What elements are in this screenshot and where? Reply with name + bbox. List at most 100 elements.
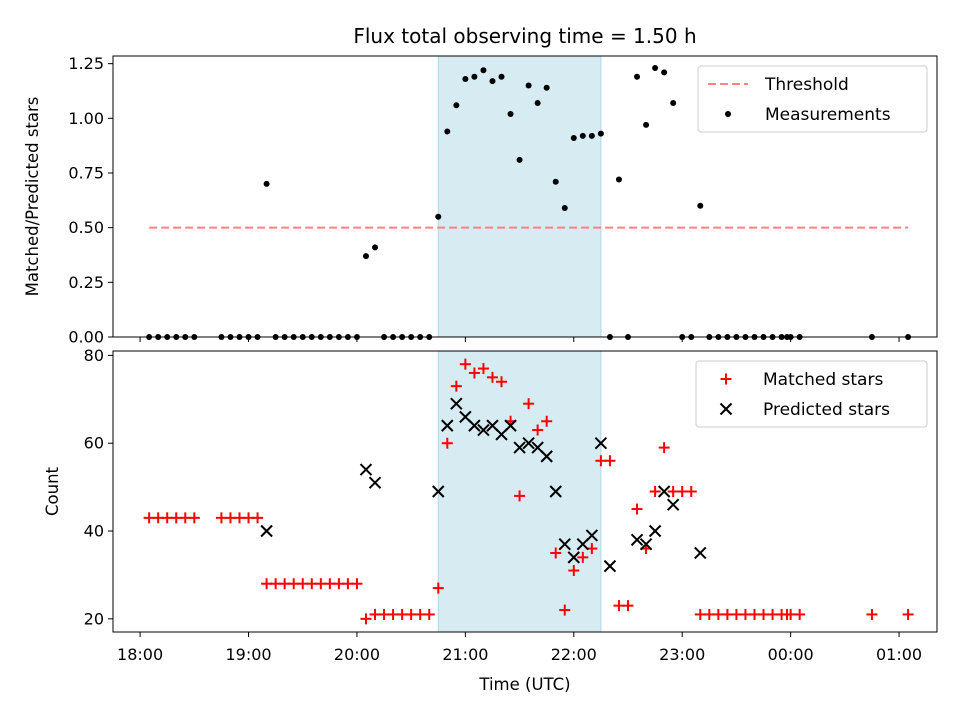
measurement-point xyxy=(570,135,577,142)
matched-star-point xyxy=(658,442,670,454)
matched-star-point xyxy=(794,608,806,620)
predicted-star-point xyxy=(639,537,653,551)
top-y-axis-label: Matched/Predicted stars xyxy=(23,97,42,297)
measurement-point xyxy=(697,202,704,209)
legend-measurements-label: Measurements xyxy=(765,105,891,125)
measurement-point xyxy=(561,204,568,211)
predicted-star-point xyxy=(666,498,680,511)
bottom-panel: 20 40 60 80 18:00 19:00 20:00 21:00 22:00 23:00 0… xyxy=(43,346,938,694)
top-x-ticks xyxy=(139,337,900,342)
measurement-point xyxy=(525,82,532,89)
legend-measurements-swatch xyxy=(725,111,731,117)
matched-star-point xyxy=(252,512,264,524)
matched-star-point xyxy=(604,455,616,467)
measurement-point xyxy=(588,132,595,139)
matched-star-point xyxy=(188,512,200,524)
x-tick-label: 23:00 xyxy=(659,645,705,664)
matched-star-point xyxy=(532,424,544,436)
top-legend-box xyxy=(697,65,928,133)
matched-star-point xyxy=(459,358,471,370)
predicted-star-point xyxy=(468,419,481,432)
legend-threshold-label: Threshold xyxy=(764,75,849,95)
matched-star-point xyxy=(622,600,634,612)
predicted-star-point xyxy=(359,463,373,476)
matched-star-point xyxy=(550,547,562,559)
chart-title: Flux total observing time = 1.50 h xyxy=(353,24,696,48)
predicted-star-point xyxy=(694,546,707,560)
y-tick-label: 0.25 xyxy=(68,273,104,292)
predicted-star-point xyxy=(368,476,382,489)
matched-star-point xyxy=(541,415,553,427)
matched-star-point xyxy=(514,490,526,502)
matched-star-point xyxy=(486,371,498,383)
matched-star-point xyxy=(441,437,453,449)
predicted-star-point xyxy=(477,423,490,437)
matched-star-point xyxy=(496,376,508,388)
matched-star-point xyxy=(866,608,878,620)
matched-star-point xyxy=(477,363,489,375)
matched-stars-points xyxy=(143,358,914,625)
measurement-point xyxy=(615,176,622,183)
matched-star-point xyxy=(902,608,914,620)
legend-matched-swatch xyxy=(720,373,732,385)
legend-predicted-label: Predicted stars xyxy=(763,400,890,420)
matched-star-point xyxy=(523,398,535,410)
measurement-point xyxy=(552,178,559,185)
measurement-point xyxy=(597,130,604,137)
measurement-point xyxy=(362,253,369,260)
bottom-x-ticks: 18:00 19:00 20:00 21:00 22:00 23:00 00:00 01:00 xyxy=(117,632,922,664)
matched-star-point xyxy=(360,613,372,625)
measurement-point xyxy=(643,121,650,128)
y-tick-label: 40 xyxy=(84,522,104,541)
matched-star-point xyxy=(685,486,697,497)
legend-predicted-swatch xyxy=(719,402,733,416)
matched-star-point xyxy=(432,582,444,594)
measurement-point xyxy=(372,244,379,251)
predicted-star-point xyxy=(585,529,599,542)
matched-star-point xyxy=(577,551,589,563)
matched-star-point xyxy=(423,608,435,620)
legend-matched-label: Matched stars xyxy=(763,370,883,390)
matched-star-point xyxy=(568,565,580,577)
y-tick-label: 1.25 xyxy=(68,54,104,73)
x-tick-label: 19:00 xyxy=(225,645,271,664)
predicted-star-point xyxy=(504,419,517,432)
measurement-point xyxy=(670,100,677,107)
measurement-point xyxy=(634,73,641,80)
y-tick-label: 80 xyxy=(84,346,104,365)
y-tick-label: 0.50 xyxy=(68,218,104,237)
predicted-star-point xyxy=(558,537,571,551)
bottom-legend: Matched stars Predicted stars xyxy=(695,360,928,428)
measurement-point xyxy=(444,128,451,135)
predicted-star-point xyxy=(513,441,526,454)
bottom-y-axis-label: Count xyxy=(43,466,62,516)
predicted-stars-points xyxy=(260,397,707,573)
matched-star-point xyxy=(631,503,643,515)
measurement-point xyxy=(263,180,270,187)
matched-star-point xyxy=(649,486,661,497)
bottom-y-ticks: 20 40 60 80 xyxy=(84,346,113,628)
predicted-star-point xyxy=(432,485,445,498)
predicted-star-point xyxy=(630,533,644,547)
y-tick-label: 1.00 xyxy=(68,109,104,128)
measurement-point xyxy=(534,100,541,107)
y-tick-label: 60 xyxy=(84,434,104,453)
matched-star-point xyxy=(468,367,480,379)
x-tick-label: 00:00 xyxy=(768,645,814,664)
top-panel: 0.00 0.25 0.50 0.75 1.00 1.25 Flux total obse… xyxy=(23,24,938,347)
measurement-point xyxy=(471,73,478,80)
predicted-star-point xyxy=(522,436,535,450)
measurement-point xyxy=(516,156,523,163)
x-tick-label: 20:00 xyxy=(334,645,380,664)
predicted-star-point xyxy=(260,524,273,538)
legend-plus-marker xyxy=(720,373,732,385)
predicted-star-point xyxy=(648,524,662,538)
predicted-star-point xyxy=(603,559,617,573)
matched-star-point xyxy=(450,380,462,392)
y-tick-label: 20 xyxy=(84,609,104,628)
measurement-point xyxy=(543,84,550,91)
predicted-star-point xyxy=(657,485,671,498)
measurement-point xyxy=(498,73,505,80)
matched-star-point xyxy=(351,578,363,590)
top-axes-frame xyxy=(112,55,938,338)
